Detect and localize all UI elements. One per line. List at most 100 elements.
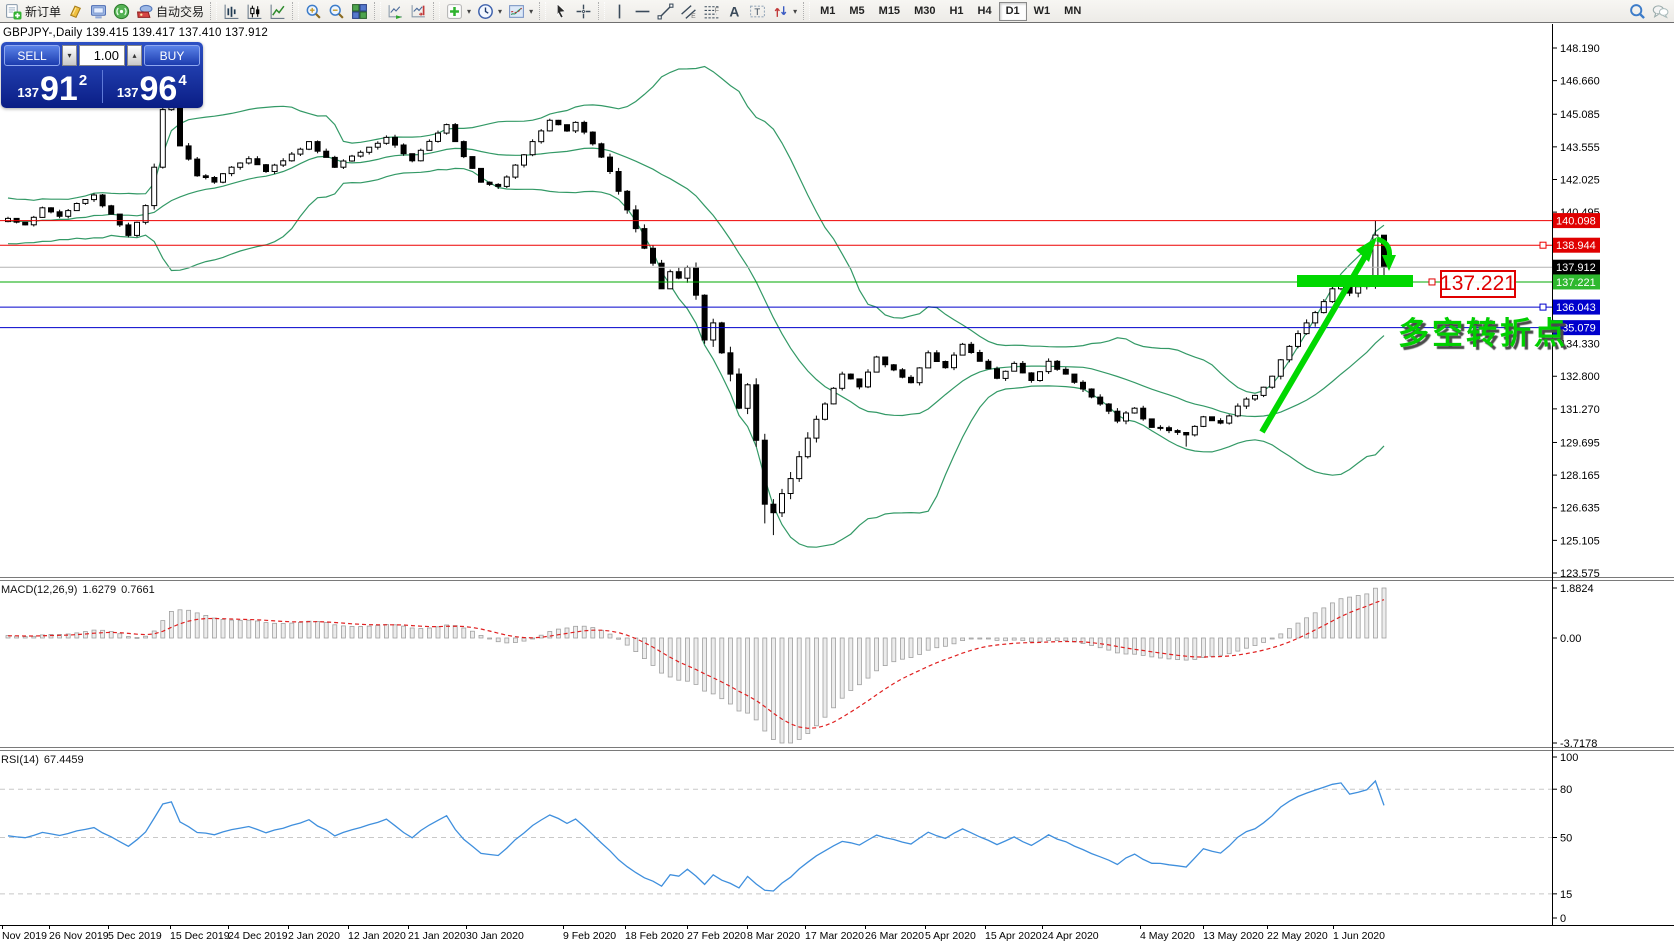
zoom-in-button[interactable] <box>302 1 325 22</box>
chart-annotations[interactable] <box>1259 236 1436 434</box>
tf-m5-button[interactable]: M5 <box>842 2 871 21</box>
periods-button[interactable]: ▾ <box>474 1 505 22</box>
auto-scroll-button[interactable] <box>384 1 407 22</box>
macd-label: MACD(12,26,9) 1.6279 0.7661 <box>1 584 155 596</box>
horizontal-line-button[interactable] <box>631 1 654 22</box>
candle-body <box>288 153 295 162</box>
candle-body <box>297 148 304 155</box>
candle-body <box>684 267 691 279</box>
sell-price[interactable]: 137 91 2 <box>4 68 101 106</box>
candle-body <box>400 144 407 155</box>
toolbar-button-label: 自动交易 <box>156 4 205 19</box>
crosshair-button[interactable] <box>572 1 595 22</box>
candle-body <box>314 141 321 152</box>
candle-body <box>650 247 656 264</box>
axis-tick-label: 148.190 <box>1560 43 1600 55</box>
candle-body <box>968 343 975 353</box>
toolbar-separator <box>374 2 382 20</box>
line-chart-button[interactable] <box>266 1 289 22</box>
text-button[interactable]: A <box>723 1 746 22</box>
candle-body <box>1011 362 1018 372</box>
sell-button[interactable]: SELL <box>4 45 60 66</box>
candle-body <box>237 162 244 168</box>
tf-w1-button[interactable]: W1 <box>1027 2 1058 21</box>
fibonacci-button[interactable]: F <box>700 1 723 22</box>
volume-up-button[interactable]: ▴ <box>127 45 142 66</box>
candle-body <box>1217 420 1224 424</box>
support-highlight-bar[interactable] <box>1297 275 1413 287</box>
arrows-button[interactable]: ▾ <box>769 1 800 22</box>
tile-windows-button[interactable] <box>348 1 371 22</box>
candle-chart-button[interactable] <box>243 1 266 22</box>
vertical-line-button[interactable] <box>608 1 631 22</box>
candle-body <box>1131 407 1138 414</box>
search-button[interactable] <box>1626 1 1649 22</box>
line-handle[interactable] <box>1539 303 1547 311</box>
date-axis[interactable]: Nov 2019 26 Nov 2019 5 Dec 2019 15 Dec 2019… <box>2 925 1385 942</box>
quotes-button[interactable] <box>64 1 87 22</box>
crosshair-icon <box>575 3 592 20</box>
turning-point-annotation[interactable]: 多空转折点 <box>1398 316 1568 351</box>
horizontal-line-icon <box>634 3 651 20</box>
channel-button[interactable]: E <box>677 1 700 22</box>
date-tick-label: 27 Feb 2020 <box>687 930 746 942</box>
candle-body <box>916 367 923 384</box>
tf-m15-button[interactable]: M15 <box>872 2 907 21</box>
trend-arrow[interactable] <box>1259 246 1373 434</box>
candle-body <box>91 194 97 201</box>
candle-body <box>701 294 708 341</box>
candle-body <box>1062 368 1069 375</box>
candle-body <box>1054 360 1061 370</box>
axis-tick-label: 142.025 <box>1560 174 1600 186</box>
chart-shift-button[interactable] <box>407 1 430 22</box>
tf-h4-button[interactable]: H4 <box>971 2 999 21</box>
terminal-button[interactable] <box>87 1 110 22</box>
pane-separators[interactable] <box>0 577 1674 926</box>
volume-down-button[interactable]: ▾ <box>62 45 77 66</box>
text-label-button[interactable]: T <box>746 1 769 22</box>
line-handle[interactable] <box>1539 241 1547 249</box>
candle-body <box>1123 412 1129 422</box>
buy-price[interactable]: 137 96 4 <box>104 68 201 106</box>
trendline-button[interactable] <box>654 1 677 22</box>
candle-body <box>48 207 54 213</box>
templates-button[interactable]: ▾ <box>505 1 536 22</box>
candle-body <box>753 384 760 441</box>
candle-body <box>822 403 828 420</box>
price-level-annotation[interactable]: 137.221 <box>1440 270 1516 298</box>
tf-mn-button[interactable]: MN <box>1057 2 1088 21</box>
fibonacci-icon: F <box>703 3 720 20</box>
volume-input[interactable]: 1.00 <box>79 45 125 66</box>
price-axis[interactable]: 148.190146.660145.085143.555142.025140.4… <box>1552 24 1600 925</box>
candle-body <box>1105 403 1112 412</box>
candle-body <box>1234 405 1241 417</box>
svg-text:135.079: 135.079 <box>1556 323 1596 335</box>
horizontal-price-lines[interactable] <box>0 220 1552 329</box>
candle-body <box>22 221 29 226</box>
price-line-axis-label <box>1553 259 1600 275</box>
bar-chart-button[interactable] <box>220 1 243 22</box>
tf-m1-button[interactable]: M1 <box>813 2 842 21</box>
autotrading-button[interactable]: 自动交易 <box>133 1 207 22</box>
buy-button[interactable]: BUY <box>144 45 200 66</box>
new-order-button[interactable]: 新订单 <box>2 1 64 22</box>
tf-m30-button[interactable]: M30 <box>907 2 942 21</box>
rsi-line <box>7 779 1385 892</box>
chat-button[interactable] <box>1649 1 1672 22</box>
toolbar-separator <box>433 2 441 20</box>
candle-body <box>331 156 338 168</box>
signals-button[interactable] <box>110 1 133 22</box>
axis-tick-label: 125.105 <box>1560 535 1600 547</box>
candle-body <box>185 145 192 160</box>
zoom-out-button[interactable] <box>325 1 348 22</box>
tf-h1-button[interactable]: H1 <box>942 2 970 21</box>
tf-d1-button[interactable]: D1 <box>998 1 1027 21</box>
candle-body <box>392 136 398 146</box>
candle-body <box>478 167 484 183</box>
cursor-button[interactable] <box>549 1 572 22</box>
candle-body <box>856 378 863 388</box>
axis-tick-label: 123.575 <box>1560 568 1600 580</box>
candle-body <box>1200 416 1207 427</box>
add-indicator-button[interactable]: ▾ <box>443 1 474 22</box>
